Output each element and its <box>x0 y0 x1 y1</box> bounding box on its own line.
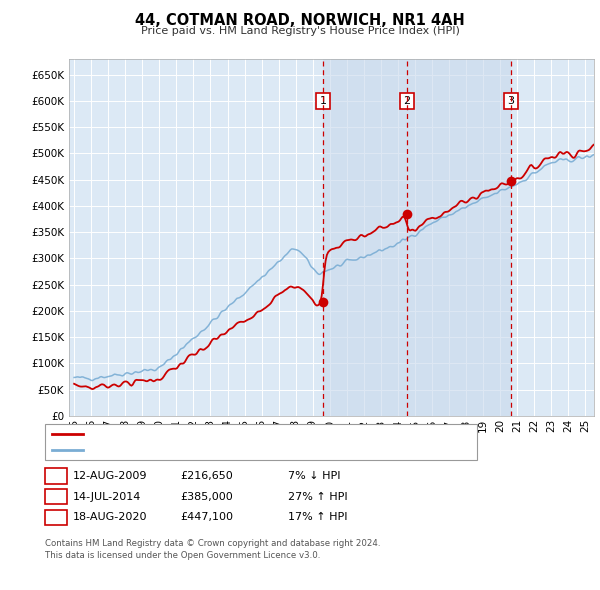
Text: 3: 3 <box>52 513 59 522</box>
Text: Contains HM Land Registry data © Crown copyright and database right 2024.: Contains HM Land Registry data © Crown c… <box>45 539 380 548</box>
Text: 44, COTMAN ROAD, NORWICH, NR1 4AH (detached house): 44, COTMAN ROAD, NORWICH, NR1 4AH (detac… <box>91 429 395 439</box>
Text: 17% ↑ HPI: 17% ↑ HPI <box>288 513 347 522</box>
Text: 18-AUG-2020: 18-AUG-2020 <box>73 513 148 522</box>
Text: 1: 1 <box>320 96 327 106</box>
Text: £385,000: £385,000 <box>180 492 233 502</box>
Text: £216,650: £216,650 <box>180 471 233 481</box>
Text: 27% ↑ HPI: 27% ↑ HPI <box>288 492 347 502</box>
Text: 2: 2 <box>52 492 59 502</box>
Text: 1: 1 <box>52 471 59 481</box>
Text: Price paid vs. HM Land Registry's House Price Index (HPI): Price paid vs. HM Land Registry's House … <box>140 26 460 35</box>
Text: 12-AUG-2009: 12-AUG-2009 <box>73 471 148 481</box>
Text: 14-JUL-2014: 14-JUL-2014 <box>73 492 142 502</box>
Text: 7% ↓ HPI: 7% ↓ HPI <box>288 471 341 481</box>
Text: £447,100: £447,100 <box>180 513 233 522</box>
Text: HPI: Average price, detached house, Norwich: HPI: Average price, detached house, Norw… <box>91 445 326 455</box>
Bar <box>323 59 511 416</box>
Text: 2: 2 <box>404 96 410 106</box>
Text: This data is licensed under the Open Government Licence v3.0.: This data is licensed under the Open Gov… <box>45 550 320 559</box>
Text: 44, COTMAN ROAD, NORWICH, NR1 4AH: 44, COTMAN ROAD, NORWICH, NR1 4AH <box>135 13 465 28</box>
Text: 3: 3 <box>508 96 514 106</box>
